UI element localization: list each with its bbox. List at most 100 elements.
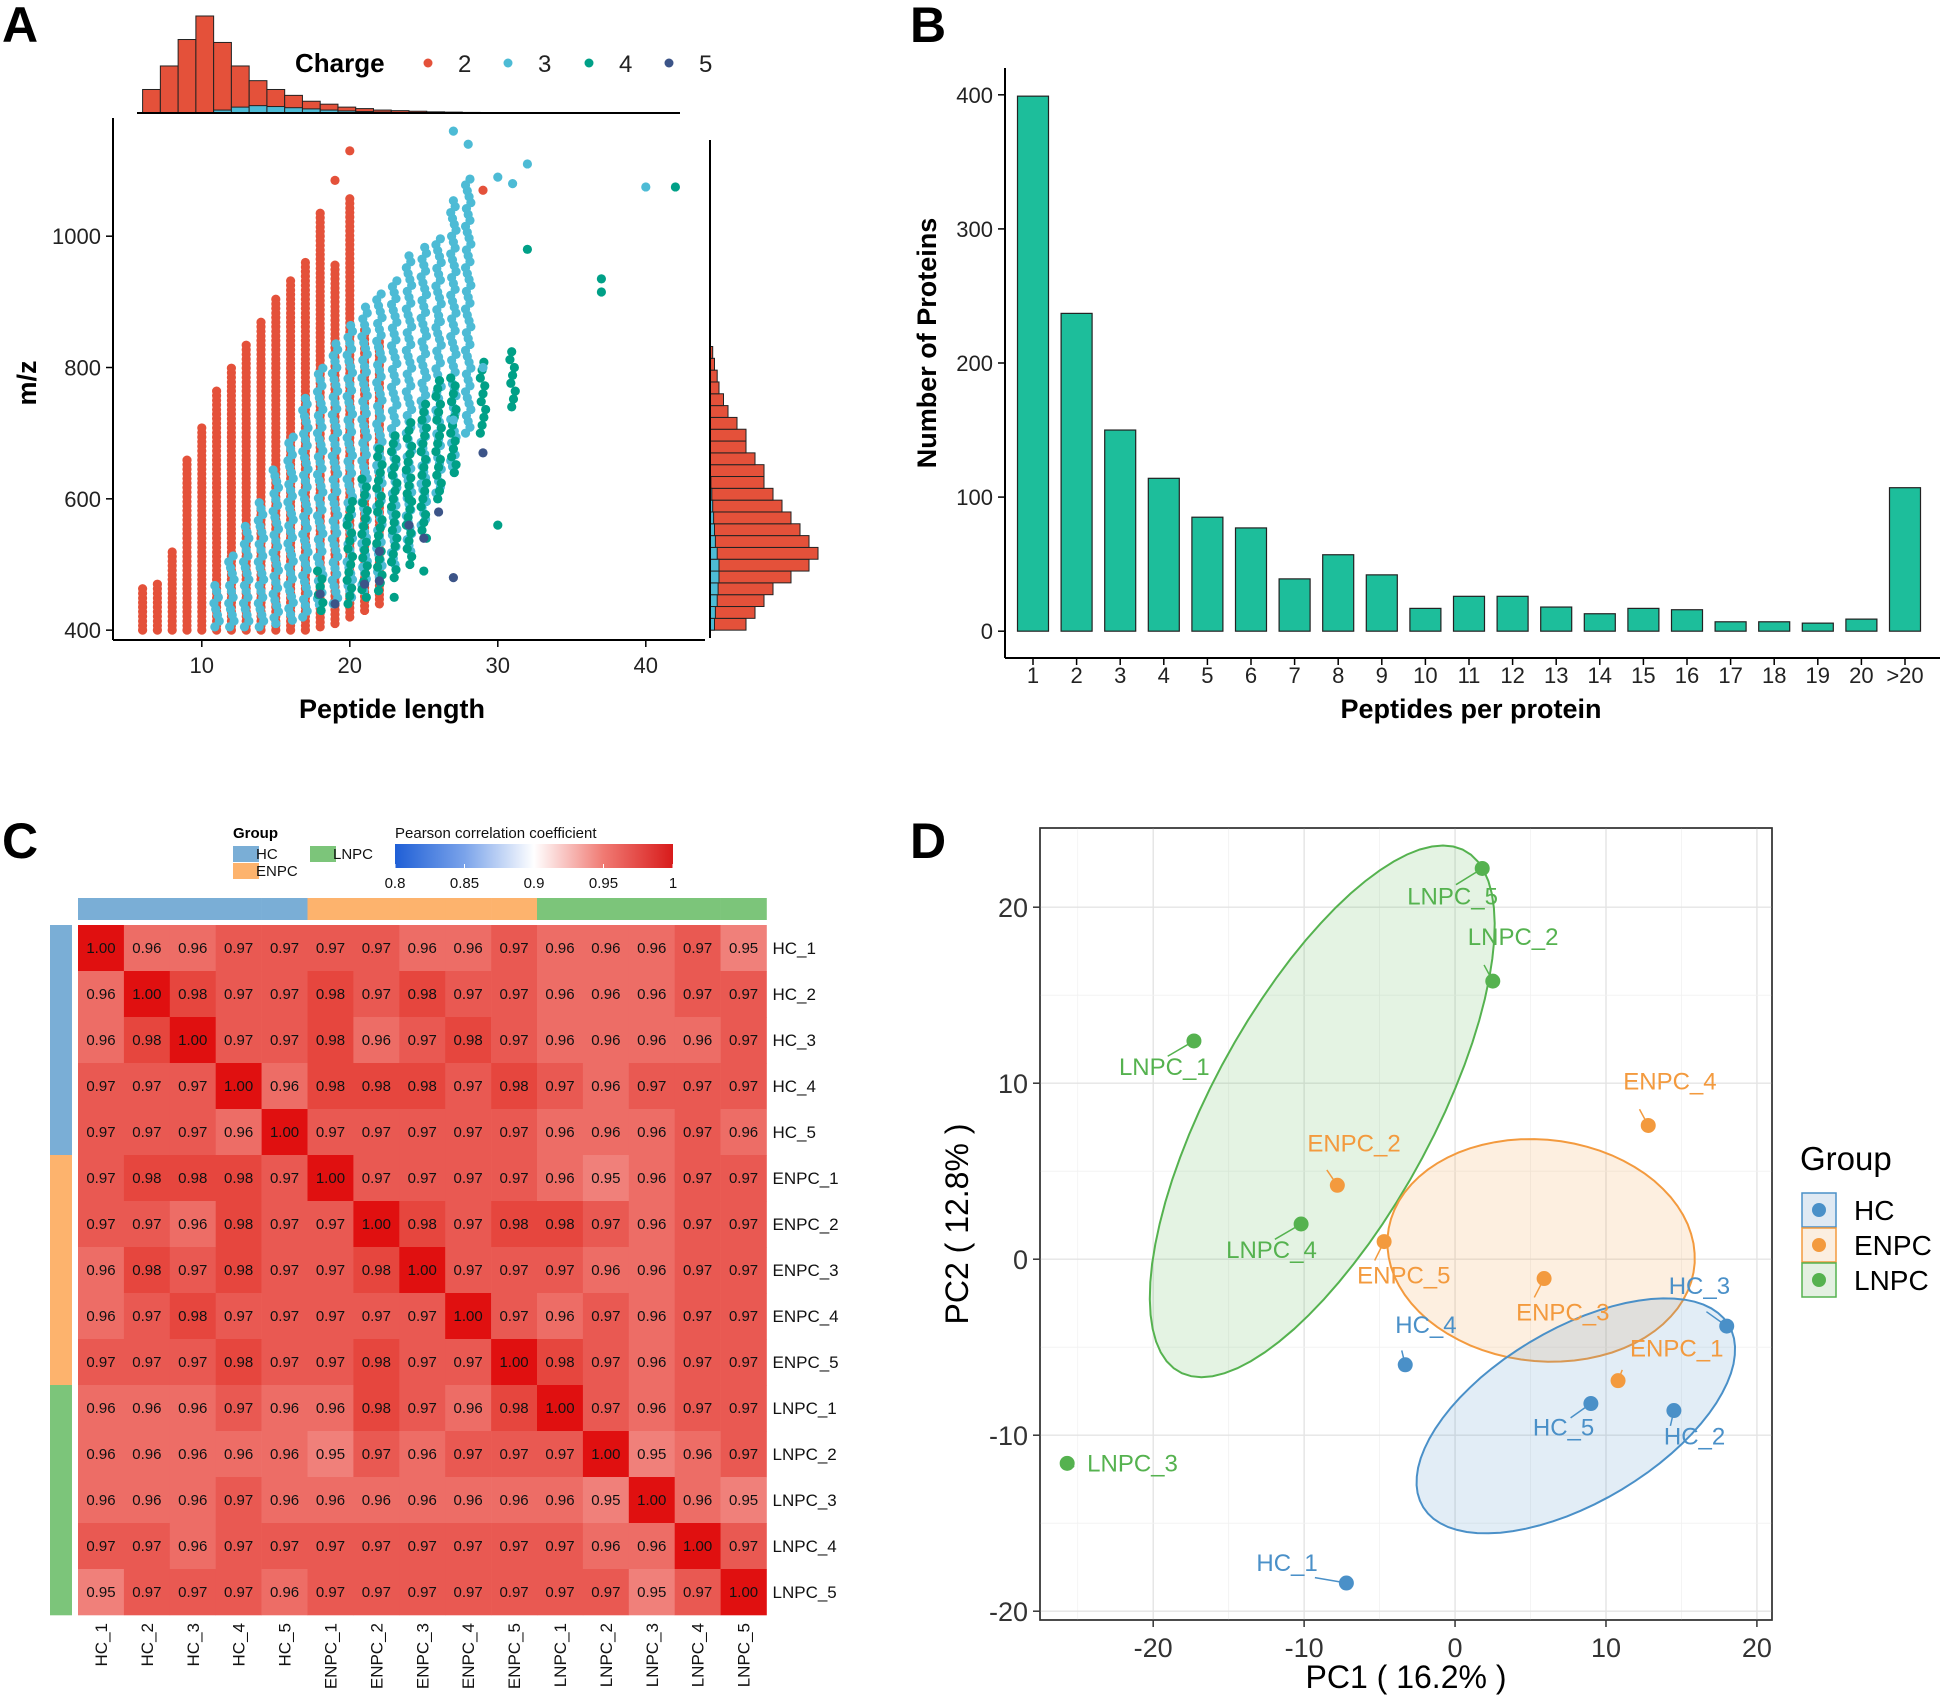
x-tick-label: 20 (1849, 663, 1873, 688)
x-tick-label: 11 (1458, 663, 1481, 688)
heatmap-cell (261, 1293, 308, 1340)
heatmap-cell (353, 1293, 400, 1340)
heatmap-cell-value: 0.96 (316, 1400, 345, 1417)
scatter-point (507, 347, 517, 357)
heatmap-cell (399, 1523, 446, 1570)
heatmap-cell-value: 0.96 (637, 1216, 666, 1233)
heatmap-cell (215, 1293, 262, 1340)
heatmap-cell (445, 1431, 492, 1478)
scatter-point (432, 415, 442, 425)
heatmap-cell-value: 0.97 (224, 1538, 253, 1555)
heatmap-cell-value: 0.96 (132, 1492, 161, 1509)
heatmap-col-label: ENPC_3 (413, 1623, 432, 1689)
heatmap-cell (537, 1477, 584, 1524)
heatmap-cell-value: 0.97 (683, 1170, 712, 1187)
right-hist-bar-charge-2 (709, 582, 774, 596)
bar (1670, 609, 1704, 632)
scatter-point (254, 498, 264, 508)
scatter-point (182, 455, 192, 465)
heatmap-cell (215, 1339, 262, 1386)
heatmap-cell (78, 1569, 125, 1616)
x-tick-label: 9 (1376, 663, 1388, 688)
scatter-point (480, 381, 490, 391)
heatmap-cell-value: 0.97 (132, 1124, 161, 1141)
x-tick-label: 1 (1027, 663, 1039, 688)
heatmap-col-label: HC_1 (92, 1623, 111, 1666)
x-tick-label: 10 (1413, 663, 1437, 688)
legend-dot-enpc (1812, 1238, 1826, 1252)
scatter-point (373, 531, 384, 541)
scatter-point (138, 584, 148, 594)
scatter-point (346, 320, 356, 331)
heatmap-cell (674, 1385, 721, 1432)
panel-b-bar-chart: 1 2 3 4 5 6 7 8 9 10 11 12 13 14 15 16 17 18 19 20 >20010020… (912, 68, 1940, 724)
heatmap-cell-value: 0.97 (454, 1078, 483, 1095)
scatter-point (478, 362, 488, 373)
heatmap-cell (169, 1569, 216, 1616)
heatmap-cell-value: 0.95 (86, 1584, 115, 1601)
pca-point-hc-2 (1666, 1403, 1682, 1419)
heatmap-cell-value: 0.96 (683, 1032, 712, 1049)
scatter-point (493, 172, 503, 182)
scatter-point (508, 394, 519, 404)
scatter-point (403, 457, 413, 467)
heatmap-cell (307, 1109, 354, 1156)
x-tick-label: 8 (1332, 663, 1344, 688)
right-hist-bar-charge-2 (709, 594, 765, 608)
heatmap-cell (78, 925, 125, 972)
heatmap-cell-value: 0.96 (729, 1124, 758, 1141)
right-hist-bar-charge-2 (709, 535, 810, 548)
heatmap-row-label: ENPC_4 (773, 1307, 839, 1326)
heatmap-cells: 1.00 0.96 0.96 0.97 0.97 0.97 0.97 0.96 0.96 0.97… (78, 925, 767, 1616)
pca-point-enpc-3 (1536, 1271, 1552, 1287)
heatmap-cell (169, 925, 216, 972)
heatmap-cell-value: 0.98 (132, 1170, 161, 1187)
heatmap-cell (261, 925, 308, 972)
heatmap-cell-value: 0.97 (408, 1354, 437, 1371)
heatmap-cell-value: 1.00 (499, 1354, 528, 1371)
column-group-annotation (445, 898, 492, 920)
heatmap-cell-value: 0.96 (224, 1124, 253, 1141)
scatter-point (478, 448, 488, 458)
heatmap-cell (491, 1523, 538, 1570)
heatmap-cell-value: 0.97 (132, 1216, 161, 1233)
heatmap-cell (169, 1109, 216, 1156)
scatter-point (509, 362, 519, 373)
heatmap-cell-value: 0.97 (591, 1354, 620, 1371)
heatmap-cell-value: 0.96 (637, 1262, 666, 1279)
scatter-point (522, 159, 533, 169)
column-group-annotation (78, 898, 125, 920)
right-hist-bar-charge-2 (709, 452, 756, 466)
heatmap-cell (353, 925, 400, 972)
heatmap-cell (537, 925, 584, 972)
heatmap-cell (169, 1339, 216, 1386)
pca-point-label: LNPC_1 (1119, 1054, 1210, 1081)
panel-c-heatmap: Group HC ENPC LNPC Pearson correlation c… (50, 825, 839, 1689)
heatmap-col-label: ENPC_4 (459, 1623, 478, 1689)
heatmap-cell (628, 1247, 675, 1294)
heatmap-cell (307, 1339, 354, 1386)
heatmap-cell-value: 0.97 (178, 1354, 207, 1371)
scatter-point (389, 517, 399, 528)
scatter-point (432, 470, 442, 480)
scatter-point (447, 452, 457, 462)
heatmap-cell-value: 0.98 (178, 986, 207, 1003)
x-tick-label: 40 (634, 653, 658, 678)
heatmap-cell (582, 1569, 630, 1616)
pca-point-hc-4 (1397, 1357, 1413, 1373)
heatmap-cell (399, 1477, 446, 1524)
heatmap-cell-value: 0.98 (224, 1262, 253, 1279)
row-group-annotation (50, 1201, 72, 1248)
y-tick-label: 100 (956, 485, 993, 510)
heatmap-cell (215, 1017, 262, 1064)
scatter-point (375, 523, 385, 533)
scatter-point (286, 276, 296, 286)
panel-c-legends: Group HC ENPC LNPC Pearson correlation c… (233, 825, 677, 892)
heatmap-cell-value: 0.97 (545, 1446, 574, 1463)
top-hist-bar-charge-2 (142, 88, 161, 114)
bar (1583, 613, 1616, 632)
heatmap-cell (445, 1569, 492, 1616)
x-tick-label: 16 (1675, 663, 1699, 688)
legend-label-lnpc: LNPC (1854, 1265, 1929, 1296)
heatmap-cell (399, 1247, 446, 1294)
